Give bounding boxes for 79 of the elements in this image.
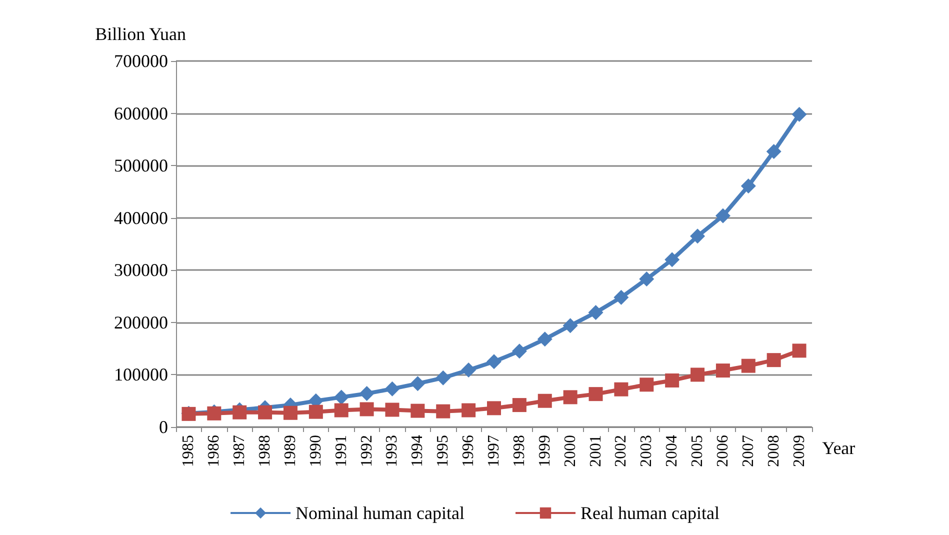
x-tick-label: 2008 — [765, 435, 782, 467]
x-tick-label: 1997 — [486, 435, 502, 467]
point — [512, 398, 526, 412]
x-axis-title: Year — [822, 438, 856, 458]
y-tick-label: 700000 — [114, 51, 168, 71]
x-tick-label: 1989 — [282, 435, 299, 467]
point — [258, 405, 272, 420]
point — [462, 403, 476, 418]
point — [283, 406, 298, 420]
point — [436, 370, 451, 386]
x-tick-label: 2001 — [587, 435, 604, 467]
x-tick-label: 1988 — [256, 435, 274, 467]
point — [664, 252, 680, 268]
legend-label: Nominal human capital — [296, 503, 465, 523]
point — [639, 272, 654, 287]
point — [512, 344, 527, 359]
point — [563, 390, 578, 404]
point — [359, 386, 374, 402]
point — [410, 404, 425, 418]
x-tick-label: 1994 — [409, 435, 426, 467]
x-tick-label: 1990 — [307, 435, 324, 467]
x-tick-label: 1991 — [332, 435, 350, 467]
point — [487, 401, 501, 416]
point — [486, 354, 502, 370]
x-tick-label: 1993 — [384, 435, 401, 467]
point — [766, 353, 781, 368]
y-tick-label: 100000 — [114, 364, 168, 385]
y-tick-label: 0 — [159, 417, 168, 437]
y-axis-title: Billion Yuan — [95, 24, 186, 44]
point — [716, 364, 730, 378]
x-tick-label: 2007 — [740, 435, 757, 467]
x-tick-label: 2006 — [714, 435, 732, 467]
point — [385, 402, 400, 417]
x-tick-label: 2009 — [790, 435, 808, 467]
y-tick-label: 200000 — [114, 312, 168, 332]
x-tick-label: 1999 — [536, 435, 554, 467]
x-tick-label: 2004 — [664, 435, 681, 467]
x-tick-label: 2000 — [562, 435, 579, 467]
point — [741, 358, 756, 373]
point — [334, 390, 349, 405]
x-tick-label: 1992 — [358, 435, 376, 467]
point — [537, 332, 552, 347]
y-tick-label: 400000 — [114, 208, 168, 228]
point — [715, 208, 730, 224]
point — [766, 144, 782, 159]
point — [410, 376, 426, 392]
x-tick-label: 1998 — [510, 435, 528, 467]
point — [588, 387, 603, 402]
y-tick-label: 500000 — [114, 156, 168, 176]
point — [562, 318, 578, 334]
point — [665, 373, 680, 388]
point — [538, 394, 552, 408]
point — [690, 368, 705, 382]
y-tick-label: 600000 — [114, 103, 168, 124]
point — [436, 404, 450, 418]
x-tick-label: 1985 — [180, 435, 198, 467]
point — [360, 402, 374, 416]
point — [384, 381, 400, 396]
point — [334, 403, 348, 418]
legend-label: Real human capital — [580, 503, 720, 523]
point — [740, 178, 756, 194]
point — [308, 404, 323, 419]
x-tick-label: 1995 — [434, 435, 452, 467]
x-tick-label: 2005 — [689, 435, 706, 467]
x-tick-label: 1987 — [231, 435, 248, 467]
x-tick-label: 1996 — [460, 435, 478, 467]
point — [792, 106, 807, 122]
point — [792, 344, 806, 358]
point — [614, 290, 629, 305]
point — [640, 378, 654, 392]
x-tick-label: 2002 — [612, 435, 630, 467]
point — [588, 304, 604, 320]
y-tick-label: 300000 — [114, 260, 168, 280]
point — [232, 405, 247, 420]
point — [461, 362, 476, 378]
point — [690, 228, 706, 244]
x-tick-label: 1986 — [206, 435, 223, 467]
x-tick-label: 2003 — [638, 435, 656, 467]
point — [614, 382, 628, 396]
